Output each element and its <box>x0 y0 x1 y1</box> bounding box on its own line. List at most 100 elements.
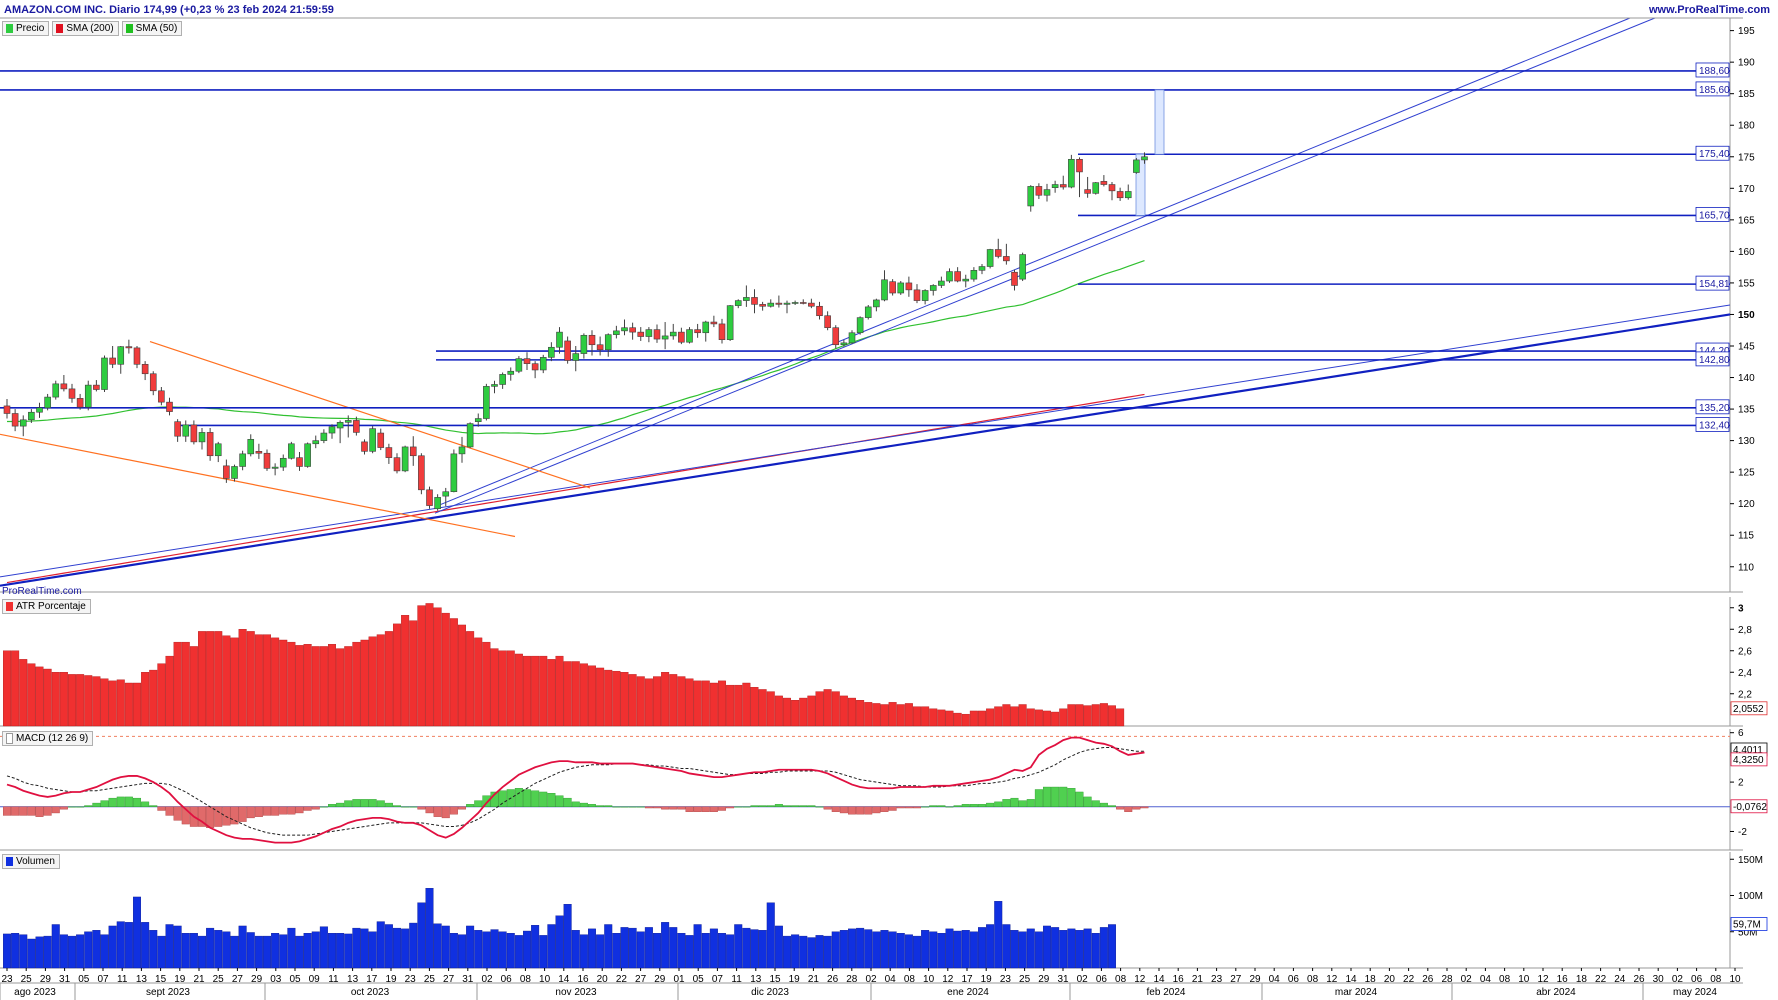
macd-hist-bar <box>709 806 718 812</box>
macd-hist-bar <box>230 806 239 825</box>
candle-body <box>231 466 238 479</box>
macd-label-box <box>1730 799 1768 814</box>
level-label-box <box>1695 145 1730 161</box>
volume-bar <box>466 925 475 969</box>
macd-hist-bar <box>750 805 759 807</box>
atr-bar <box>1018 704 1027 727</box>
atr-bar <box>67 674 76 727</box>
volume-bar <box>913 935 922 969</box>
atr-bar <box>173 641 182 727</box>
atr-bar <box>222 635 231 727</box>
legend-macd[interactable]: MACD (12 26 9) <box>2 731 94 746</box>
volume-bar <box>742 927 751 969</box>
atr-bar <box>206 631 215 727</box>
y-tick-label: 2,2 <box>1738 689 1752 700</box>
volume-bar <box>839 930 848 969</box>
price-legend: Precio SMA (200) SMA (50) <box>2 21 183 36</box>
legend-sma50[interactable]: SMA (50) <box>121 21 183 36</box>
atr-bar <box>1116 708 1125 727</box>
legend-price[interactable]: Precio <box>2 21 50 36</box>
macd-hist-bar <box>222 806 231 826</box>
volume-bar <box>758 930 767 969</box>
macd-hist-bar <box>945 806 954 808</box>
candle-body <box>808 302 815 307</box>
macd-hist-bar <box>67 806 76 808</box>
candle-body <box>929 285 937 291</box>
candle-body <box>271 466 279 469</box>
candle-body <box>678 331 685 343</box>
atr-bar <box>263 634 272 727</box>
atr-bar <box>921 706 930 727</box>
x-day-label: 04 <box>1480 974 1492 985</box>
legend-label: SMA (200) <box>66 23 114 34</box>
volume-bar <box>539 935 548 969</box>
volume-bar <box>376 921 385 969</box>
macd-hist-bar <box>986 802 995 807</box>
x-day-label: 11 <box>731 974 742 985</box>
x-day-label: 14 <box>1345 974 1357 985</box>
atr-bar <box>677 676 686 727</box>
volume-bar <box>3 933 11 969</box>
macd-hist-bar <box>913 806 922 809</box>
volume-bar <box>271 933 280 969</box>
macd-hist-bar <box>360 799 369 807</box>
volume-bar <box>807 937 816 969</box>
atr-bar <box>376 634 385 727</box>
x-month-label: feb 2024 <box>1147 987 1186 998</box>
candle-body <box>832 327 840 346</box>
candle-body <box>442 491 450 497</box>
atr-bar <box>498 650 507 727</box>
macd-hist-bar <box>677 806 686 810</box>
macd-hist-bar <box>604 805 613 807</box>
volume-bar <box>709 928 718 969</box>
volume-bar <box>149 930 158 969</box>
candle-body <box>101 357 108 390</box>
candle-body <box>881 279 888 301</box>
volume-bar <box>523 930 532 969</box>
atr-bar <box>352 641 361 727</box>
x-day-label: 11 <box>328 974 339 985</box>
x-day-label: 06 <box>1288 974 1300 985</box>
macd-hist-bar <box>149 805 158 807</box>
candle-body <box>556 331 563 348</box>
macd-hist-bar <box>108 797 117 807</box>
legend-swatch <box>6 857 13 866</box>
volume-bar <box>588 928 597 969</box>
x-month-label: ene 2024 <box>947 987 989 998</box>
atr-bar <box>726 684 735 727</box>
macd-hist-bar <box>864 806 873 815</box>
site-link[interactable]: www.ProRealTime.com <box>1648 4 1770 16</box>
volume-bar <box>880 930 889 969</box>
legend-atr[interactable]: ATR Porcentaje <box>2 599 91 614</box>
atr-bar <box>1083 705 1092 727</box>
candle-body <box>1100 181 1108 185</box>
y-tick-label: 145 <box>1738 342 1755 353</box>
macd-hist-bar <box>474 800 483 807</box>
macd-hist-bar <box>758 805 767 807</box>
volume-bar <box>116 921 125 969</box>
candle-body <box>1084 189 1091 194</box>
volume-bar <box>701 933 710 969</box>
atr-bar <box>579 663 588 727</box>
x-month-label: may 2024 <box>1673 987 1717 998</box>
volume-bar <box>644 927 653 969</box>
legend-sma200[interactable]: SMA (200) <box>52 21 119 36</box>
atr-bar <box>547 659 556 727</box>
volume-bar <box>238 925 247 969</box>
candle-body <box>1011 271 1018 286</box>
x-month-label: ago 2023 <box>14 987 56 998</box>
atr-bar <box>823 689 832 727</box>
volume-bar <box>896 933 905 969</box>
x-day-label: 12 <box>1134 974 1146 985</box>
legend-volume[interactable]: Volumen <box>2 854 60 869</box>
y-tick-label: 2 <box>1738 778 1744 789</box>
atr-bar <box>303 644 312 727</box>
atr-bar <box>238 629 247 727</box>
candle-body <box>1092 182 1100 194</box>
macd-hist-bar <box>27 806 36 816</box>
atr-bar <box>1099 703 1108 727</box>
volume-bar <box>92 930 101 969</box>
macd-hist-bar <box>319 806 328 808</box>
macd-hist-bar <box>35 806 44 817</box>
macd-hist-bar <box>1075 791 1084 807</box>
